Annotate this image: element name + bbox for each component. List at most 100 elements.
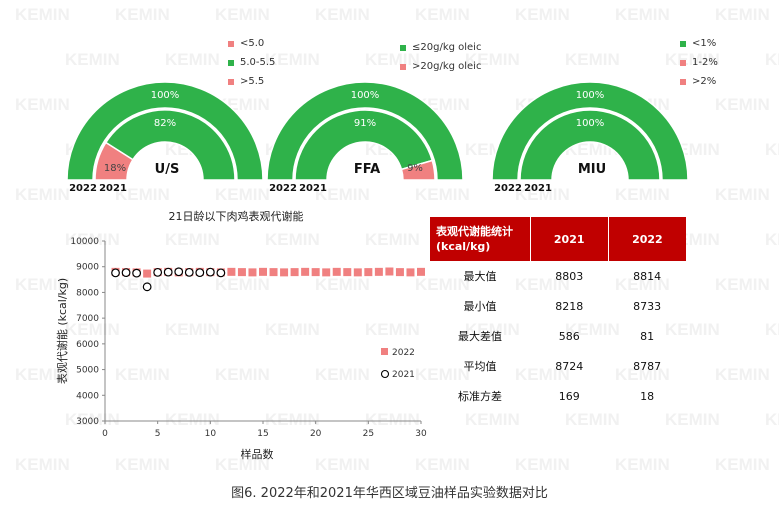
watermark-text: KEMIN (315, 275, 370, 294)
x-tick-label: 10 (205, 429, 217, 439)
data-point-2022 (227, 267, 236, 276)
data-point-2021 (132, 268, 142, 278)
gauge-inner-ring (104, 109, 236, 181)
watermark-text: KEMIN (565, 50, 620, 69)
watermark-text: KEMIN (65, 410, 120, 429)
stats-cell: 586 (558, 329, 580, 343)
gauge-outer-label: 100% (576, 90, 605, 101)
legend-swatch (228, 59, 234, 66)
legend-swatch (680, 40, 686, 47)
watermark-text: KEMIN (65, 50, 120, 69)
watermark-text: KEMIN (265, 230, 320, 249)
gauge-year-outer: 2022 (69, 183, 97, 194)
data-point-2021 (121, 268, 131, 278)
legend-swatch (680, 78, 686, 85)
watermark-text: KEMIN (165, 50, 220, 69)
stats-cell: 8218 (555, 299, 584, 313)
watermark-text: KEMIN (115, 455, 170, 474)
gauge-inner-label: 91% (354, 118, 376, 129)
watermark-text: KEMIN (715, 365, 770, 384)
watermark-text: KEMIN (115, 5, 170, 24)
legend-label: <5.0 (240, 38, 265, 49)
legend-entry: <5.0 (228, 34, 275, 53)
watermark-text: KEMIN (215, 455, 270, 474)
legend-label: 5.0-5.5 (240, 57, 276, 68)
watermark-text: KEMIN (165, 410, 220, 429)
gauge-year-inner: 2021 (524, 183, 552, 194)
watermark-text: KEMIN (15, 185, 70, 204)
stats-cell: 8814 (633, 269, 662, 283)
legend-marker-2021 (380, 369, 390, 379)
x-tick-label: 25 (363, 429, 374, 439)
data-point-2022 (417, 267, 425, 276)
gauge-year-outer: 2022 (494, 183, 522, 194)
legend-label: >5.5 (240, 76, 265, 87)
watermark-text: KEMIN (115, 365, 170, 384)
watermark-text: KEMIN (15, 455, 70, 474)
table-row: 标准方差 169 18 (430, 381, 686, 411)
x-tick-label: 0 (102, 429, 108, 439)
watermark-text: KEMIN (715, 5, 770, 24)
gauge-inner-label: 82% (154, 118, 176, 129)
data-point-2022 (311, 268, 320, 277)
gauge-year-inner: 2021 (299, 183, 327, 194)
watermark-text: KEMIN (765, 140, 779, 159)
stats-cell: 18 (640, 389, 655, 403)
watermark-text: KEMIN (215, 275, 270, 294)
gauge-legend-ffa: ≤20g/kg oleic >20g/kg oleic (400, 38, 481, 76)
stats-table: 表观代谢能统计 (kcal/kg) 2021 2022 最大值 8803 8814 … (430, 217, 686, 411)
data-point-2021 (153, 267, 163, 277)
stats-cell: 标准方差 (458, 390, 503, 403)
gauge-outer-ring (491, 81, 689, 181)
watermark-text: KEMIN (615, 455, 670, 474)
watermark-text: KEMIN (215, 365, 270, 384)
legend-entry: 1-2% (680, 53, 718, 72)
legend-swatch (400, 44, 406, 51)
stats-cell: 最大值 (463, 270, 497, 283)
stats-cell: 最大差值 (458, 330, 503, 343)
legend-entry: <1% (680, 34, 718, 53)
watermark-text: KEMIN (365, 410, 420, 429)
watermark-text: KEMIN (665, 50, 720, 69)
watermark-text: KEMIN (765, 230, 779, 249)
watermark-text: KEMIN (15, 365, 70, 384)
legend-label: ≤20g/kg oleic (412, 42, 482, 53)
gauge-year-outer: 2022 (269, 183, 297, 194)
watermark-text: KEMIN (415, 365, 470, 384)
legend-label: <1% (692, 38, 717, 49)
chart-title: 21日龄以下肉鸡表观代谢能 (169, 209, 304, 223)
watermark-text: KEMIN (515, 275, 570, 294)
watermark-text: KEMIN (415, 455, 470, 474)
watermark-text: KEMIN (665, 320, 720, 339)
legend-label: >20g/kg oleic (412, 61, 482, 72)
data-point-2022 (374, 267, 383, 276)
watermark-text: KEMIN (415, 5, 470, 24)
data-point-2022 (353, 268, 362, 277)
data-point-2021 (184, 267, 194, 277)
table-row: 平均值 8724 8787 (430, 351, 686, 381)
data-point-2022 (248, 268, 257, 277)
watermark-text: KEMIN (115, 275, 170, 294)
legend-swatch (400, 63, 406, 70)
data-point-2021 (163, 267, 173, 277)
watermark-text: KEMIN (315, 365, 370, 384)
gauge-inner-ring (519, 109, 661, 181)
stats-header-2021: 2021 (530, 217, 609, 261)
watermark-text: KEMIN (515, 185, 570, 204)
watermark-text: KEMIN (565, 320, 620, 339)
table-row: 最小值 8218 8733 (430, 291, 686, 321)
table-row: 最大差值 586 81 (430, 321, 686, 351)
data-point-2022 (364, 268, 373, 277)
watermark-text: KEMIN (715, 275, 770, 294)
data-point-2022 (280, 268, 289, 277)
data-point-2021 (216, 268, 226, 278)
watermark-text: KEMIN (415, 275, 470, 294)
legend-label-2021: 2021 (392, 370, 415, 380)
watermark-text: KEMIN (165, 230, 220, 249)
stats-header-row: 表观代谢能统计 (kcal/kg) 2021 2022 (430, 217, 686, 261)
data-point-2022 (395, 268, 404, 277)
y-tick-label: 8000 (76, 288, 99, 298)
figure-caption: 图6. 2022年和2021年华西区域豆油样品实验数据对比 (231, 486, 548, 501)
watermark-text: KEMIN (15, 95, 70, 114)
